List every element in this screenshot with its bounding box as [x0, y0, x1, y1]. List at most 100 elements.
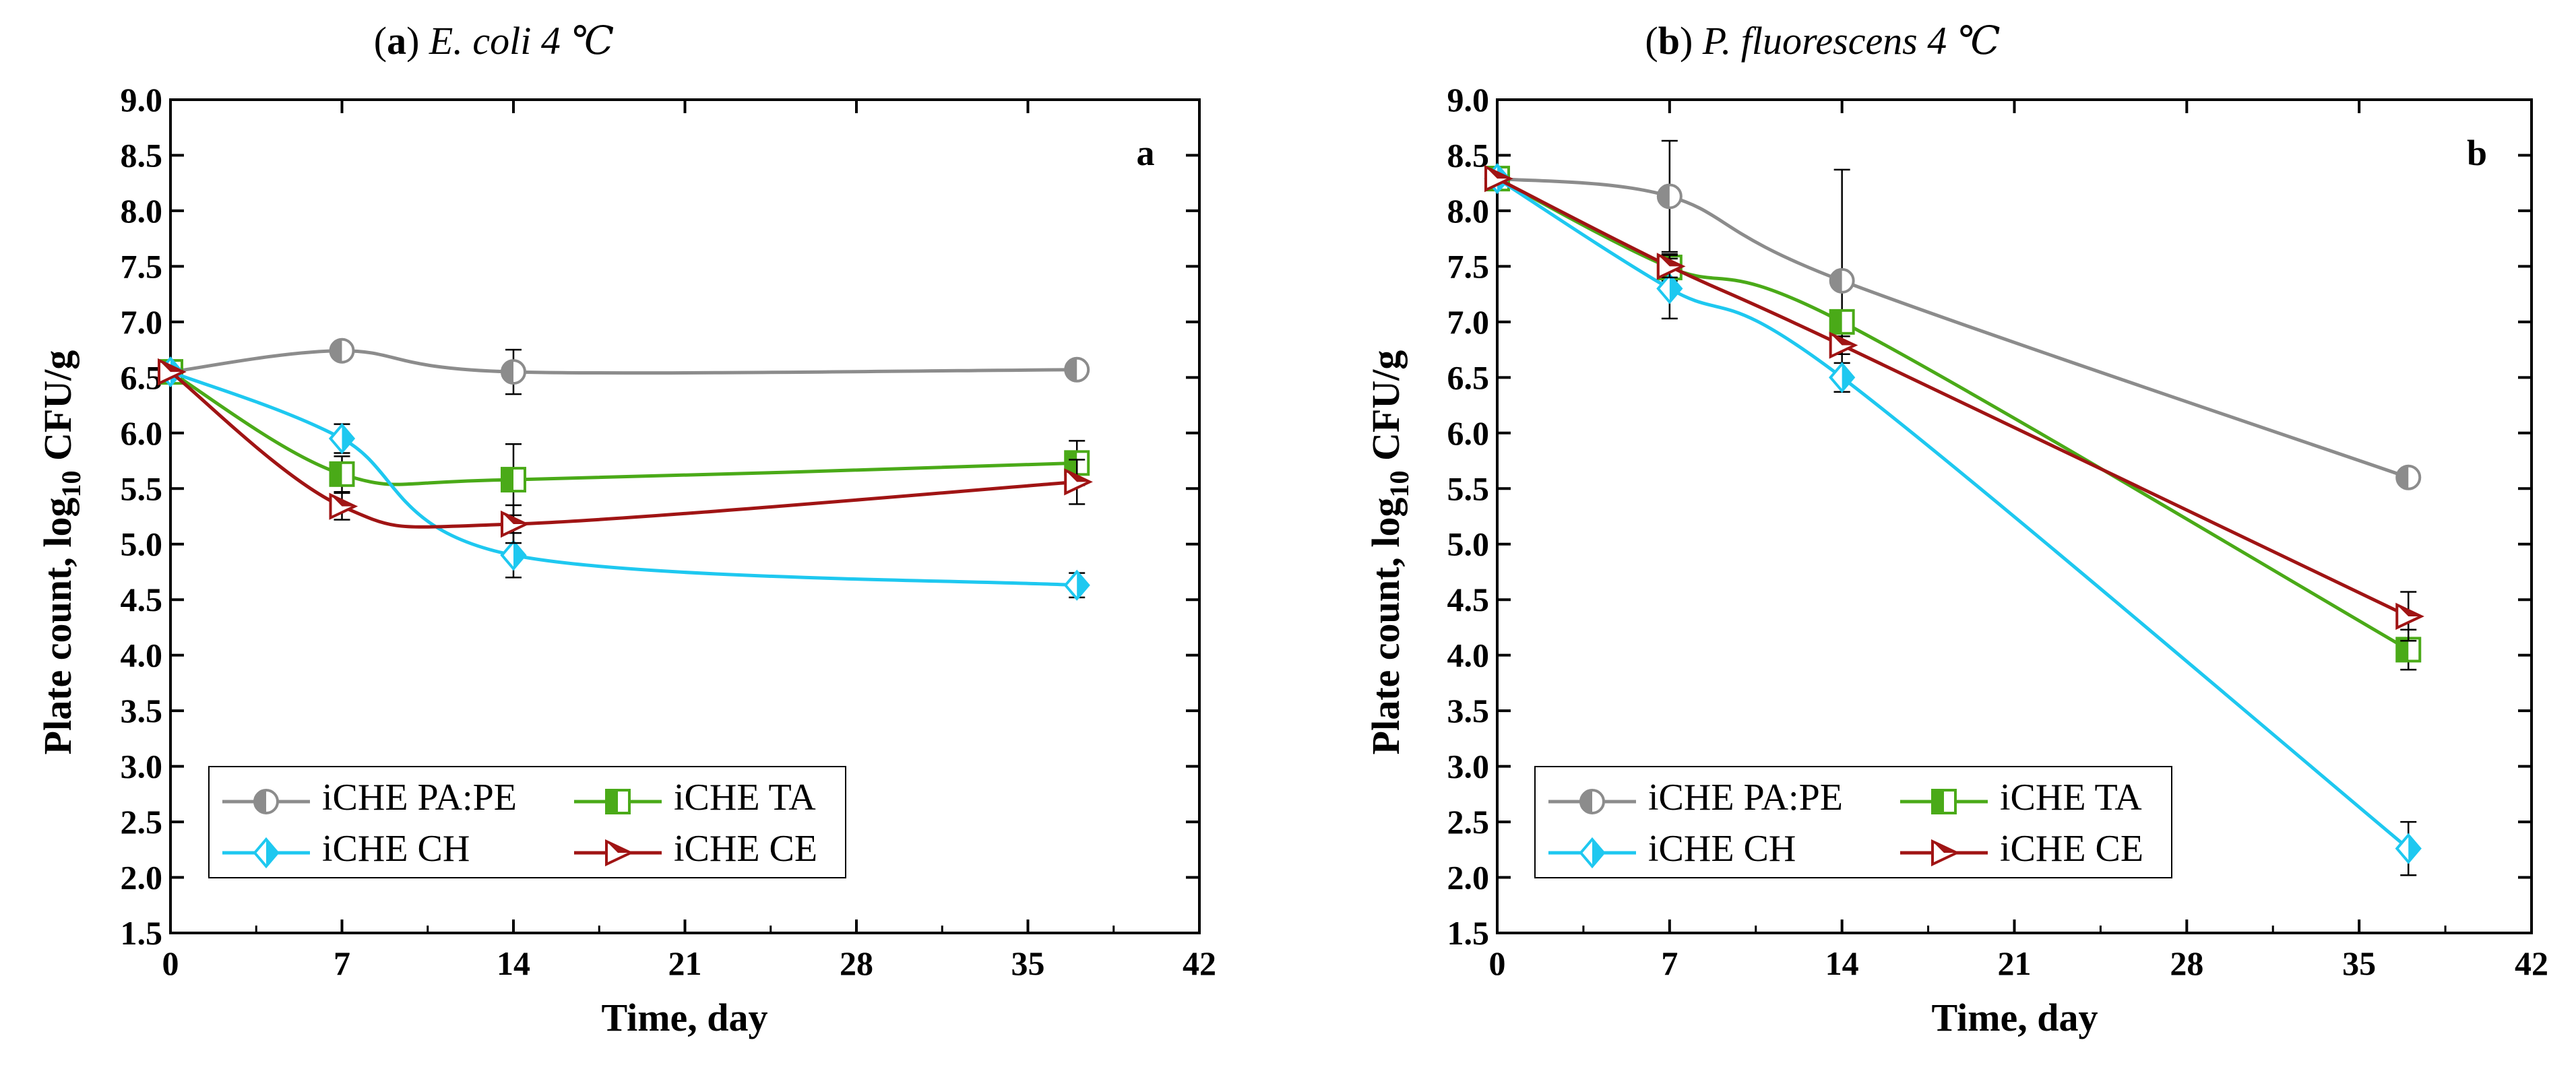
y-axis-label-a: Plate count, log10 CFU/g [36, 350, 86, 755]
x-tick-label-a: 35 [1011, 944, 1045, 982]
data-point-a-1-fill [502, 468, 513, 492]
x-tick-label-a: 0 [162, 944, 179, 982]
x-axis-label-b: Time, day [1931, 996, 2098, 1039]
legend-label-b-papa: iCHE PA:PE [1648, 777, 1843, 818]
y-tick-label-a: 3.5 [121, 692, 163, 730]
data-point-a-0-fill [330, 339, 342, 362]
chart-marks: 0 7 14 21 28 35 42 1.5 2.0 2.5 3.0 3.5 4.0 4.5 5.0 5.5 6… [121, 81, 2549, 982]
y-tick-label-b: 5.5 [1447, 470, 1490, 507]
legend-label-a-ch: iCHE CH [322, 828, 470, 870]
y-tick-label-b: 5.0 [1447, 525, 1490, 563]
panel-a: (a) E. coli 4 ℃ a Time, day Plate count,… [36, 19, 1155, 1039]
legend-marker-b-0-fill [1581, 790, 1592, 813]
y-tick-label-a: 6.0 [121, 414, 163, 452]
y-tick-label-a: 8.0 [121, 192, 163, 230]
data-point-a-2-fill [342, 425, 354, 453]
series-line-b-0 [1497, 176, 2410, 480]
chart-title-a: (a) E. coli 4 ℃ [374, 19, 614, 63]
series-a-0 [158, 337, 1090, 395]
y-tick-label-a: 2.5 [121, 803, 163, 841]
data-point-b-3-fill [2397, 604, 2422, 616]
x-tick-label-b: 7 [1661, 944, 1678, 982]
y-tick-label-a: 2.0 [121, 859, 163, 897]
data-point-a-3-fill [502, 513, 526, 525]
y-tick-label-b: 7.0 [1447, 303, 1490, 341]
legend-label-a-ta: iCHE TA [674, 777, 816, 818]
y-tick-label-b: 7.5 [1447, 247, 1490, 285]
legend-marker-b-2-fill [1592, 839, 1604, 866]
panel-label-a: a [1137, 133, 1155, 173]
legend-label-b-ch: iCHE CH [1648, 828, 1796, 870]
data-point-b-1-fill [1830, 310, 1842, 333]
data-point-a-2-fill [1077, 571, 1089, 599]
series-line-b-3 [1496, 176, 2410, 618]
y-tick-label-b: 2.0 [1447, 859, 1490, 897]
series-a-3 [158, 358, 1093, 544]
data-point-b-0-fill [1658, 185, 1670, 208]
data-point-a-2-fill [513, 542, 525, 569]
legend-marker-a-2-fill [266, 839, 278, 866]
series-b-0 [1484, 139, 2422, 490]
x-tick-label-b: 28 [2170, 944, 2203, 982]
panel-b: (b) P. fluorescens 4 ℃ b Time, day Plate… [1364, 19, 2487, 1039]
data-point-b-1-fill [2397, 638, 2409, 661]
data-point-b-3-fill [1830, 333, 1855, 346]
legend-label-a-ce: iCHE CE [674, 828, 817, 870]
x-tick-label-b: 35 [2342, 944, 2376, 982]
data-point-a-3-fill [330, 494, 355, 507]
y-tick-label-a: 8.5 [121, 136, 163, 174]
panel-label-b: b [2467, 133, 2487, 173]
y-tick-label-b: 6.5 [1447, 358, 1490, 396]
legend-marker-a-3-fill [606, 841, 631, 853]
y-tick-label-a: 1.5 [121, 914, 163, 952]
data-point-a-1-fill [1065, 451, 1077, 475]
data-point-b-0-fill [1830, 269, 1842, 292]
series-b-1 [1484, 166, 2422, 671]
legend-label-b-ta: iCHE TA [2000, 777, 2142, 818]
series-line-a-0 [170, 349, 1077, 375]
data-point-b-2-fill [1842, 364, 1854, 391]
plot-a: 0 7 14 21 28 35 42 1.5 2.0 2.5 3.0 3.5 4.0 4.5 5.0 5.5 6… [121, 81, 1217, 982]
y-tick-label-a: 6.5 [121, 358, 163, 396]
legend-marker-a-1-fill [606, 790, 618, 813]
y-tick-label-a: 5.0 [121, 525, 163, 563]
x-tick-label-a: 28 [840, 944, 873, 982]
data-point-a-3-fill [159, 360, 183, 373]
data-point-b-2-fill [1669, 275, 1681, 302]
y-tick-label-a: 9.0 [121, 81, 163, 119]
data-point-b-3-fill [1658, 255, 1683, 267]
x-tick-label-b: 21 [1998, 944, 2032, 982]
data-point-a-1-fill [330, 462, 342, 486]
y-tick-label-b: 4.0 [1447, 637, 1490, 674]
plot-b: 0 7 14 21 28 35 42 1.5 2.0 2.5 3.0 3.5 4.0 4.5 5.0 5.5 6… [1447, 81, 2549, 982]
data-point-b-3-fill [1486, 167, 1510, 179]
y-tick-label-a: 5.5 [121, 470, 163, 507]
y-tick-label-a: 7.0 [121, 303, 163, 341]
y-tick-label-a: 3.0 [121, 748, 163, 785]
series-line-a-2 [170, 370, 1077, 587]
y-tick-label-b: 9.0 [1447, 81, 1490, 119]
y-axis-label-b: Plate count, log10 CFU/g [1364, 350, 1414, 755]
x-tick-label-a: 7 [334, 944, 350, 982]
y-tick-label-b: 3.5 [1447, 692, 1490, 730]
legend-marker-b-1-fill [1933, 790, 1944, 813]
x-tick-label-a: 42 [1183, 944, 1216, 982]
legend-label-b-ce: iCHE CE [2000, 828, 2143, 870]
legend-marker-b-3-fill [1933, 841, 1957, 853]
y-tick-label-b: 6.0 [1447, 414, 1490, 452]
data-point-a-3-fill [1065, 470, 1090, 482]
series-line-b-1 [1496, 176, 2410, 651]
x-axis-label-a: Time, day [601, 996, 767, 1039]
y-tick-label-a: 4.0 [121, 637, 163, 674]
y-tick-label-b: 8.5 [1447, 136, 1490, 174]
y-tick-label-a: 4.5 [121, 581, 163, 618]
x-tick-label-b: 42 [2515, 944, 2548, 982]
legend-box-b [1534, 766, 2172, 878]
y-tick-label-b: 2.5 [1447, 803, 1490, 841]
y-tick-label-b: 8.0 [1447, 192, 1490, 230]
chart-title-b: (b) P. fluorescens 4 ℃ [1645, 19, 2000, 63]
y-tick-label-b: 3.0 [1447, 748, 1490, 785]
x-tick-label-b: 14 [1825, 944, 1859, 982]
data-point-b-0-fill [2397, 465, 2409, 489]
